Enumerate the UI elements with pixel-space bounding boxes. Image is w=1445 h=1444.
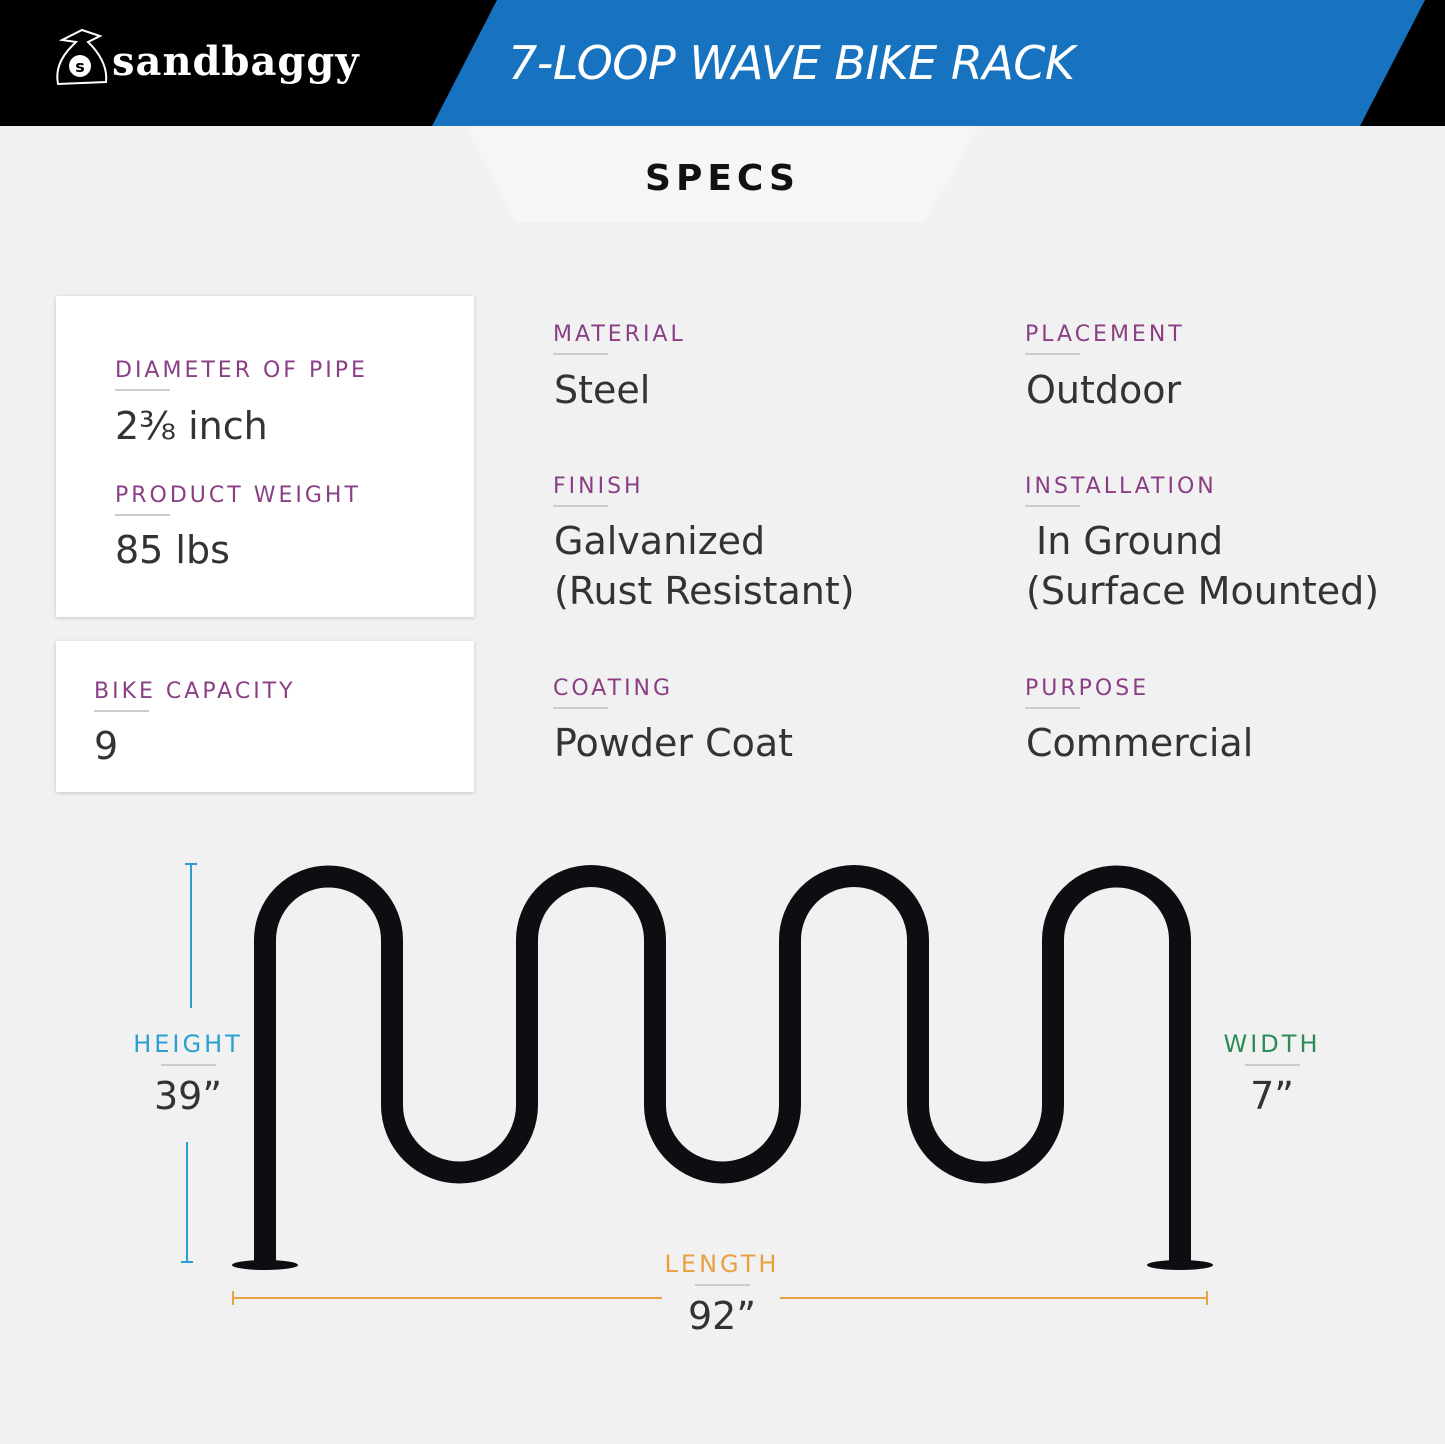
material-label: MATERIAL — [553, 322, 686, 355]
length-dimension-line — [232, 1291, 1208, 1305]
width-label: WIDTH — [1212, 1030, 1332, 1066]
width-value: 7” — [1250, 1074, 1294, 1118]
material-value: Steel — [554, 368, 651, 412]
coating-value: Powder Coat — [554, 721, 794, 765]
title-banner — [432, 0, 1425, 126]
page-title: 7-LOOP WAVE BIKE RACK — [508, 36, 1075, 90]
installation-label: INSTALLATION — [1025, 474, 1217, 507]
capacity-value: 9 — [94, 724, 119, 768]
purpose-value: Commercial — [1026, 721, 1254, 765]
length-value: 92” — [687, 1294, 757, 1338]
spec-card-pipe-weight: DIAMETER OF PIPE 2⅜ inch PRODUCT WEIGHT … — [56, 296, 474, 617]
installation-value-note: (Surface Mounted) — [1026, 569, 1380, 613]
brand-logo: sandbaggy — [112, 38, 360, 85]
section-title: SPECS — [645, 158, 800, 199]
sandbag-logo-icon: s — [56, 28, 108, 86]
diameter-label: DIAMETER OF PIPE — [115, 358, 368, 391]
capacity-label: BIKE CAPACITY — [94, 679, 296, 712]
length-dimension: LENGTH 92” — [652, 1250, 792, 1338]
coating-label: COATING — [553, 676, 673, 709]
bike-rack-diagram — [181, 863, 1213, 1305]
placement-label: PLACEMENT — [1025, 322, 1185, 355]
finish-value: Galvanized — [554, 519, 766, 563]
specs-tab — [465, 126, 980, 222]
placement-value: Outdoor — [1026, 368, 1182, 412]
rack-foot-left — [232, 1260, 298, 1270]
finish-label: FINISH — [553, 474, 644, 507]
rack-tube — [254, 865, 1191, 1262]
height-dimension-line — [181, 863, 197, 1263]
finish-value-note: (Rust Resistant) — [554, 569, 855, 613]
height-dimension: HEIGHT 39” — [128, 1030, 248, 1118]
purpose-label: PURPOSE — [1025, 676, 1149, 709]
spec-card-capacity: BIKE CAPACITY 9 — [56, 641, 474, 792]
diameter-value: 2⅜ inch — [115, 404, 268, 448]
installation-value: In Ground — [1036, 519, 1224, 563]
weight-label: PRODUCT WEIGHT — [115, 483, 361, 516]
length-label: LENGTH — [652, 1250, 792, 1286]
svg-text:s: s — [75, 57, 85, 76]
rack-foot-right — [1147, 1260, 1213, 1270]
weight-value: 85 lbs — [115, 528, 230, 572]
height-value: 39” — [153, 1074, 223, 1118]
width-dimension: WIDTH 7” — [1212, 1030, 1332, 1118]
height-label: HEIGHT — [128, 1030, 248, 1066]
